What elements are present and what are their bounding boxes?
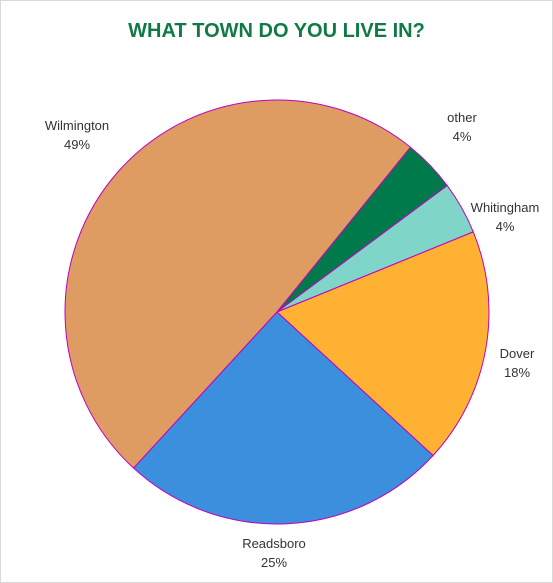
slice-value-label: 4% (496, 219, 515, 234)
slice-category-label: Whitingham (471, 200, 540, 215)
slice-label-whitingham: Whitingham 4% (471, 200, 540, 234)
pie-slice-wilmington (64, 99, 412, 469)
slice-label-wilmington: Wilmington 49% (45, 118, 109, 152)
chart-title: WHAT TOWN DO YOU LIVE IN? (128, 20, 425, 42)
slice-value-label: 4% (453, 129, 472, 144)
slice-label-readsboro: Readsboro 25% (242, 536, 306, 570)
slice-label-other: other 4% (447, 110, 477, 144)
slice-label-dover: Dover 18% (500, 346, 535, 380)
slice-category-label: other (447, 110, 477, 125)
slice-value-label: 49% (64, 137, 90, 152)
slice-category-label: Wilmington (45, 118, 109, 133)
pie-slice-dover (276, 231, 490, 457)
slice-category-label: Readsboro (242, 536, 306, 551)
slice-value-label: 25% (261, 555, 287, 570)
slice-value-label: 18% (504, 365, 530, 380)
pie-slice-readsboro (132, 311, 434, 525)
slice-category-label: Dover (500, 346, 535, 361)
